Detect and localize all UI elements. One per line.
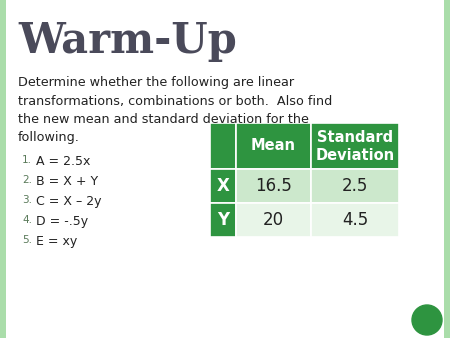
Bar bbox=[210, 203, 236, 237]
Text: X: X bbox=[216, 177, 230, 195]
Text: Standard
Deviation: Standard Deviation bbox=[315, 129, 395, 163]
Text: 1.: 1. bbox=[22, 155, 32, 165]
Text: Mean: Mean bbox=[251, 139, 296, 153]
Text: 5.: 5. bbox=[22, 235, 32, 245]
Text: 3.: 3. bbox=[22, 195, 32, 205]
Bar bbox=[0, 0, 6, 338]
Text: 2.5: 2.5 bbox=[342, 177, 368, 195]
Text: B = X + Y: B = X + Y bbox=[36, 175, 98, 188]
Text: 4.5: 4.5 bbox=[342, 211, 368, 229]
Text: E = xy: E = xy bbox=[36, 235, 77, 248]
Text: Warm-Up: Warm-Up bbox=[18, 20, 237, 62]
Bar bbox=[210, 123, 236, 169]
Bar bbox=[311, 169, 399, 203]
Bar bbox=[444, 0, 450, 338]
Bar bbox=[311, 123, 399, 169]
Text: 4.: 4. bbox=[22, 215, 32, 225]
Text: 2.: 2. bbox=[22, 175, 32, 185]
Text: 20: 20 bbox=[263, 211, 284, 229]
Text: 16.5: 16.5 bbox=[255, 177, 292, 195]
Bar bbox=[210, 169, 236, 203]
Bar bbox=[236, 123, 311, 169]
Bar bbox=[311, 203, 399, 237]
Text: C = X – 2y: C = X – 2y bbox=[36, 195, 102, 208]
Text: A = 2.5x: A = 2.5x bbox=[36, 155, 90, 168]
Circle shape bbox=[412, 305, 442, 335]
Bar bbox=[236, 169, 311, 203]
Bar bbox=[236, 203, 311, 237]
Text: Y: Y bbox=[217, 211, 229, 229]
Text: Determine whether the following are linear
transformations, combinations or both: Determine whether the following are line… bbox=[18, 76, 332, 145]
Text: D = -.5y: D = -.5y bbox=[36, 215, 88, 228]
